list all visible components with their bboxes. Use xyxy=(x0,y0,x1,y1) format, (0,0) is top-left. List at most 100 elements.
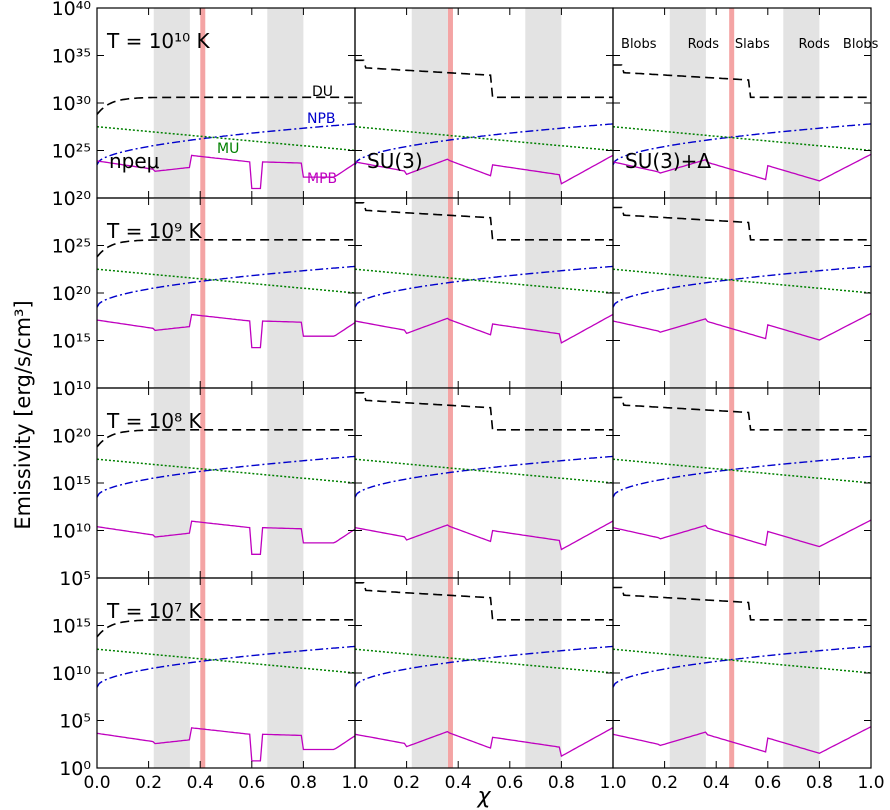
transition-line xyxy=(729,8,735,198)
pasta-band xyxy=(669,8,706,198)
pasta-band xyxy=(267,388,304,578)
panel-frame xyxy=(612,387,872,579)
mpb-curve xyxy=(97,727,355,762)
pasta-band xyxy=(153,8,190,198)
pasta-band xyxy=(669,198,706,388)
x-tick-label: 1.0 xyxy=(599,773,626,793)
pasta-band xyxy=(525,388,562,578)
panel-r3-c2: 0.2 0.4 0.6 0.8 1.0 xyxy=(612,577,885,793)
phase-label: Blobs xyxy=(621,37,657,52)
npb-curve xyxy=(97,265,355,308)
eos-label: SU(3)+Δ xyxy=(625,149,711,173)
temperature-label: T = 10¹⁰ K xyxy=(106,29,211,53)
npb-curve xyxy=(355,455,613,498)
mpb-label: MPB xyxy=(307,171,337,187)
du-curve xyxy=(613,396,871,431)
y-tick-label: 10¹⁰ xyxy=(52,378,91,400)
transition-line xyxy=(447,578,453,768)
transition-line xyxy=(200,8,206,198)
pasta-band xyxy=(783,388,820,578)
y-tick-label: 10²⁰ xyxy=(52,188,91,210)
pasta-band xyxy=(153,388,190,578)
panel-r3-c0: T = 10⁷ K 0.0 0.2 0.4 0.6 0.8 1.0 xyxy=(83,577,369,793)
y-tick-label: 10²⁵ xyxy=(52,236,91,258)
pasta-band xyxy=(783,8,820,198)
y-tick-label: 10¹⁵ xyxy=(52,473,91,495)
mu-label: MU xyxy=(217,141,239,157)
panel-frame xyxy=(612,197,872,389)
npb-curve xyxy=(613,265,871,308)
du-curve xyxy=(97,618,355,638)
pasta-band xyxy=(669,578,706,768)
transition-line xyxy=(729,198,735,388)
x-tick-label: 0.4 xyxy=(187,773,214,793)
temperature-label: T = 10⁷ K xyxy=(106,599,203,623)
mu-curve xyxy=(355,268,613,294)
pasta-band xyxy=(783,578,820,768)
transition-line xyxy=(200,578,206,768)
x-tick-label: 0.2 xyxy=(393,773,420,793)
y-tick-label: 10¹⁰ xyxy=(52,663,91,685)
transition-line xyxy=(200,388,206,578)
mu-curve xyxy=(613,458,871,484)
y-tick-label: 10¹⁵ xyxy=(52,616,91,638)
mpb-curve xyxy=(355,520,613,551)
mu-curve xyxy=(97,126,355,152)
mpb-curve xyxy=(613,312,871,341)
mu-curve xyxy=(97,268,355,294)
panel-r2-c1 xyxy=(354,387,614,579)
du-curve xyxy=(613,206,871,241)
panel-r3-c1: 0.2 0.4 0.6 0.8 1.0 xyxy=(354,577,627,793)
y-tick-label: 10⁰ xyxy=(59,758,91,780)
mu-curve xyxy=(355,458,613,484)
x-tick-label: 0.6 xyxy=(496,773,523,793)
pasta-band xyxy=(153,578,190,768)
pasta-band xyxy=(267,198,304,388)
temperature-label: T = 10⁹ K xyxy=(106,219,203,243)
npb-curve xyxy=(355,645,613,688)
mpb-curve xyxy=(355,154,613,185)
y-tick-label: 10⁵ xyxy=(59,568,91,590)
x-tick-label: 1.0 xyxy=(341,773,368,793)
mpb-curve xyxy=(613,726,871,755)
eos-label: SU(3) xyxy=(367,149,423,173)
mu-curve xyxy=(97,648,355,674)
mu-curve xyxy=(613,268,871,294)
npb-curve xyxy=(97,455,355,498)
x-tick-label: 0.2 xyxy=(651,773,678,793)
panel-frame xyxy=(354,197,614,389)
mpb-curve xyxy=(97,154,355,190)
mpb-curve xyxy=(97,520,355,555)
panel-frame xyxy=(354,387,614,579)
panel-frame xyxy=(354,577,614,769)
y-tick-label: 10⁴⁰ xyxy=(52,0,91,20)
panel-r0-c0: T = 10¹⁰ K npeμ DU NPB MU MPB xyxy=(96,7,356,199)
npb-curve xyxy=(97,123,355,166)
x-axis-label: χ xyxy=(476,784,491,809)
panel-grid: T = 10¹⁰ K npeμ DU NPB MU MPB SU(3) SU(3)+Δ Blob… xyxy=(52,0,885,793)
y-tick-label: 10¹⁵ xyxy=(52,331,91,353)
x-tick-label: 0.2 xyxy=(135,773,162,793)
pasta-band xyxy=(153,198,190,388)
pasta-band xyxy=(411,198,448,388)
pasta-band xyxy=(783,198,820,388)
transition-line xyxy=(447,388,453,578)
pasta-band xyxy=(669,388,706,578)
du-curve xyxy=(97,239,355,258)
x-tick-label: 0.4 xyxy=(703,773,730,793)
phase-label: Rods xyxy=(688,37,720,52)
du-curve xyxy=(97,428,355,448)
x-tick-label: 1.0 xyxy=(857,773,884,793)
du-curve xyxy=(355,391,613,431)
panel-r1-c1 xyxy=(354,197,614,389)
y-axis-label: Emissivity [erg/s/cm³] xyxy=(11,300,35,529)
phase-label: Blobs xyxy=(843,37,879,52)
mpb-curve xyxy=(613,153,871,182)
npb-curve xyxy=(613,455,871,498)
pasta-band xyxy=(525,578,562,768)
transition-line xyxy=(200,198,206,388)
pasta-band xyxy=(525,198,562,388)
panel-frame xyxy=(612,577,872,769)
x-tick-label: 0.8 xyxy=(548,773,575,793)
